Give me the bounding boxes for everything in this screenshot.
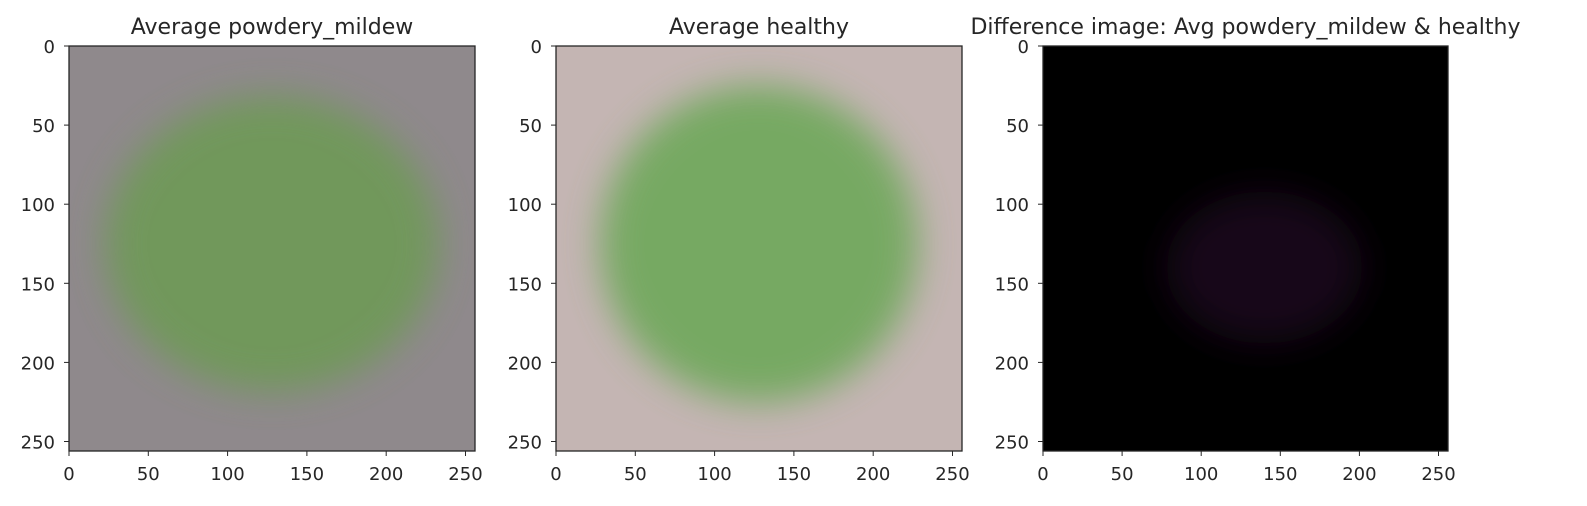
- x-tick-label: 0: [550, 464, 561, 485]
- axes-frame: [68, 45, 476, 452]
- y-tick-label: 150: [21, 274, 55, 295]
- x-tick-label: 250: [935, 464, 969, 485]
- y-tick-label: 250: [508, 433, 542, 454]
- y-tick-label: 0: [531, 37, 542, 58]
- y-tick-label: 0: [1018, 37, 1029, 58]
- x-tick-label: 50: [1111, 464, 1134, 485]
- axes-frame: [1042, 45, 1449, 452]
- y-tick-label: 250: [21, 433, 55, 454]
- x-tick-label: 100: [210, 464, 244, 485]
- x-tick-label: 50: [137, 464, 160, 485]
- x-tick-label: 100: [697, 464, 731, 485]
- y-tick-label: 250: [995, 433, 1029, 454]
- panel-title: Average powdery_mildew: [131, 15, 413, 40]
- y-tick-label: 100: [995, 195, 1029, 216]
- y-tick-label: 50: [32, 116, 55, 137]
- x-tick-label: 100: [1184, 464, 1218, 485]
- x-tick-label: 50: [624, 464, 647, 485]
- panel-title: Difference image: Avg powdery_mildew & h…: [970, 15, 1520, 40]
- y-tick-label: 100: [21, 195, 55, 216]
- x-tick-label: 150: [777, 464, 811, 485]
- x-tick-label: 0: [1037, 464, 1048, 485]
- y-tick-label: 100: [508, 195, 542, 216]
- y-tick-label: 0: [44, 37, 55, 58]
- panel-title: Average healthy: [669, 15, 849, 40]
- x-tick-label: 250: [1421, 464, 1455, 485]
- x-tick-label: 0: [63, 464, 74, 485]
- y-tick-label: 150: [508, 274, 542, 295]
- y-tick-label: 200: [508, 353, 542, 374]
- axes-frame: [555, 45, 963, 452]
- image-blob: [600, 85, 918, 402]
- x-tick-label: 150: [290, 464, 324, 485]
- panel-2: Average healthy 0 50 100 150 200 250 0 50 100 150 2…: [508, 15, 970, 485]
- y-tick-label: 150: [995, 274, 1029, 295]
- x-tick-label: 250: [448, 464, 482, 485]
- image-blob: [105, 96, 439, 391]
- x-tick-label: 150: [1263, 464, 1297, 485]
- y-tick-label: 50: [1006, 116, 1029, 137]
- y-tick-label: 200: [995, 353, 1029, 374]
- panel-1: Average powdery_mildew 0 50 100 150 200 250 0 50…: [21, 15, 483, 485]
- x-tick-label: 200: [1342, 464, 1376, 485]
- panel-3: Difference image: Avg powdery_mildew & h…: [970, 15, 1520, 485]
- x-tick-label: 200: [856, 464, 890, 485]
- x-tick-label: 200: [369, 464, 403, 485]
- y-tick-label: 50: [519, 116, 542, 137]
- y-tick-label: 200: [21, 353, 55, 374]
- image-blob: [1166, 191, 1363, 344]
